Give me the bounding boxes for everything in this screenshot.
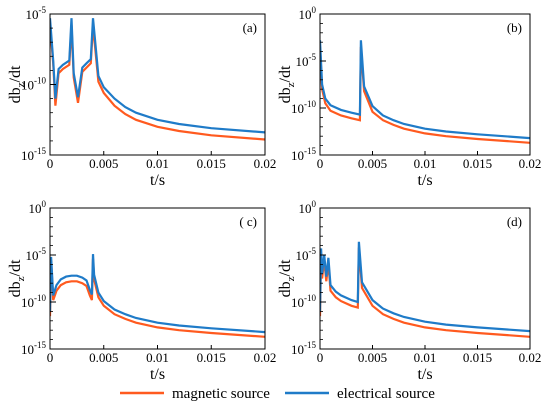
legend-label: magnetic source — [172, 386, 270, 402]
x-tick-label: 0.01 — [414, 350, 437, 365]
y-tick-label: 10-15 — [291, 146, 316, 163]
x-tick-label: 0 — [47, 350, 54, 365]
panel-b: 0 0.005 0.01 0.015 0.02 100 10-5 10-10 10-15 (b) t… — [277, 5, 541, 189]
series-line-magnetic — [50, 258, 265, 338]
panel-label: ( c) — [239, 214, 257, 229]
y-tick-label: 100 — [299, 5, 317, 22]
y-tick-label: 10-10 — [291, 99, 316, 116]
series-line-electrical — [320, 40, 530, 140]
x-axis-label: t/s — [417, 172, 432, 189]
y-tick-label: 10-15 — [21, 146, 46, 163]
series-line-electrical — [50, 254, 265, 334]
x-axis-label: t/s — [417, 366, 432, 383]
y-tick-label: 10-5 — [26, 5, 47, 22]
series-line-magnetic — [50, 25, 265, 141]
x-tick-label: 0.02 — [254, 350, 277, 365]
series-line-magnetic — [320, 247, 530, 338]
y-tick-label: 10-15 — [291, 340, 316, 357]
panel-label: (a) — [243, 20, 257, 35]
y-tick-label: 10-10 — [21, 76, 46, 93]
x-tick-label: 0.005 — [358, 156, 387, 171]
panel-d: 0 0.005 0.01 0.015 0.02 100 10-5 10-10 10-15 (d) t… — [277, 199, 541, 383]
x-tick-label: 0.005 — [89, 156, 118, 171]
x-tick-label: 0.015 — [197, 156, 226, 171]
x-tick-label: 0.005 — [89, 350, 118, 365]
panel-a: 0 0.005 0.01 0.015 0.02 10-5 10-10 10-15 (a) t/s d… — [7, 5, 276, 189]
x-axis-label: t/s — [150, 366, 165, 383]
x-tick-label: 0 — [317, 156, 324, 171]
x-tick-label: 0.015 — [463, 156, 492, 171]
x-tick-label: 0 — [47, 156, 54, 171]
x-axis-label: t/s — [150, 172, 165, 189]
x-tick-label: 0 — [317, 350, 324, 365]
legend: magnetic source electrical source — [120, 386, 435, 402]
y-axis-label: dbz/dt — [7, 259, 27, 297]
x-tick-label: 0.015 — [463, 350, 492, 365]
x-tick-label: 0.02 — [254, 156, 277, 171]
y-tick-label: 10-5 — [296, 246, 317, 263]
x-tick-label: 0.005 — [358, 350, 387, 365]
y-tick-label: 10-5 — [26, 246, 47, 263]
y-tick-label: 100 — [299, 199, 317, 216]
panel-label: (b) — [507, 20, 522, 35]
panel-c: 0 0.005 0.01 0.015 0.02 100 10-5 10-10 10-15 ( c)… — [7, 199, 276, 383]
y-axis-label: dbz/dt — [277, 259, 297, 297]
x-tick-label: 0.015 — [197, 350, 226, 365]
y-tick-label: 10-5 — [296, 52, 317, 69]
y-tick-label: 10-10 — [21, 293, 46, 310]
x-tick-label: 0.02 — [519, 156, 542, 171]
plot-frame — [49, 13, 266, 156]
x-tick-label: 0.01 — [414, 156, 437, 171]
x-tick-label: 0.01 — [146, 156, 169, 171]
y-tick-label: 100 — [29, 199, 47, 216]
y-tick-label: 10-15 — [21, 340, 46, 357]
series-line-magnetic — [320, 46, 530, 144]
y-tick-label: 10-10 — [291, 293, 316, 310]
panel-label: (d) — [507, 214, 522, 229]
series-line-electrical — [320, 241, 530, 333]
y-axis-label: dbz/dt — [7, 65, 27, 103]
y-axis-label: dbz/dt — [277, 65, 297, 103]
x-tick-label: 0.01 — [146, 350, 169, 365]
legend-label: electrical source — [337, 386, 435, 402]
x-tick-label: 0.02 — [519, 350, 542, 365]
series-line-electrical — [50, 18, 265, 134]
